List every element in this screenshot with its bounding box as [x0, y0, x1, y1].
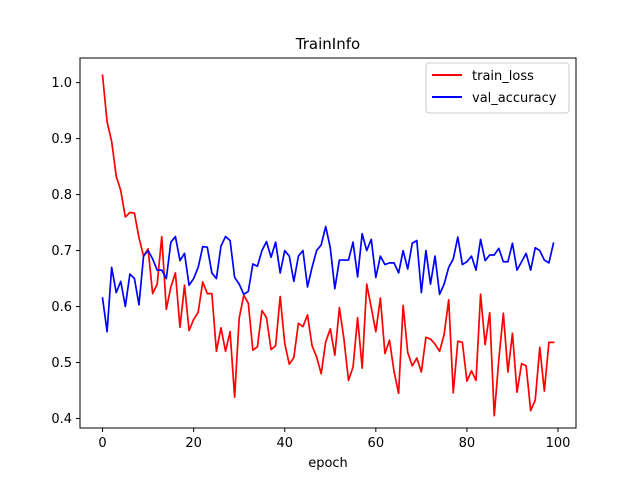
- x-tick-label: 20: [185, 436, 202, 451]
- x-axis-ticks: 0 20 40 60 80 100: [98, 428, 570, 451]
- x-tick-label: 0: [98, 436, 106, 451]
- x-tick-label: 80: [459, 436, 476, 451]
- x-axis-label: epoch: [308, 456, 348, 471]
- x-tick-label: 100: [546, 436, 571, 451]
- y-tick-label: 0.5: [51, 356, 72, 371]
- legend: train_loss val_accuracy: [425, 62, 570, 114]
- x-tick-label: 60: [368, 436, 385, 451]
- y-tick-label: 0.9: [51, 132, 72, 147]
- chart-title: TrainInfo: [295, 35, 360, 53]
- legend-label-val-accuracy: val_accuracy: [472, 91, 557, 106]
- y-tick-label: 0.4: [51, 412, 72, 427]
- y-tick-label: 0.7: [51, 244, 72, 259]
- series-line-val-accuracy: [101, 225, 555, 333]
- y-axis-ticks: 0.4 0.5 0.6 0.7 0.8 0.9 1.0: [51, 76, 80, 427]
- series-line-train-loss: [101, 74, 555, 417]
- legend-label-train-loss: train_loss: [472, 69, 534, 84]
- y-tick-label: 1.0: [51, 76, 72, 91]
- plot-frame: [79, 57, 577, 429]
- y-tick-label: 0.6: [51, 300, 72, 315]
- series-layer: [101, 74, 555, 417]
- x-tick-label: 40: [276, 436, 293, 451]
- y-tick-label: 0.8: [51, 188, 72, 203]
